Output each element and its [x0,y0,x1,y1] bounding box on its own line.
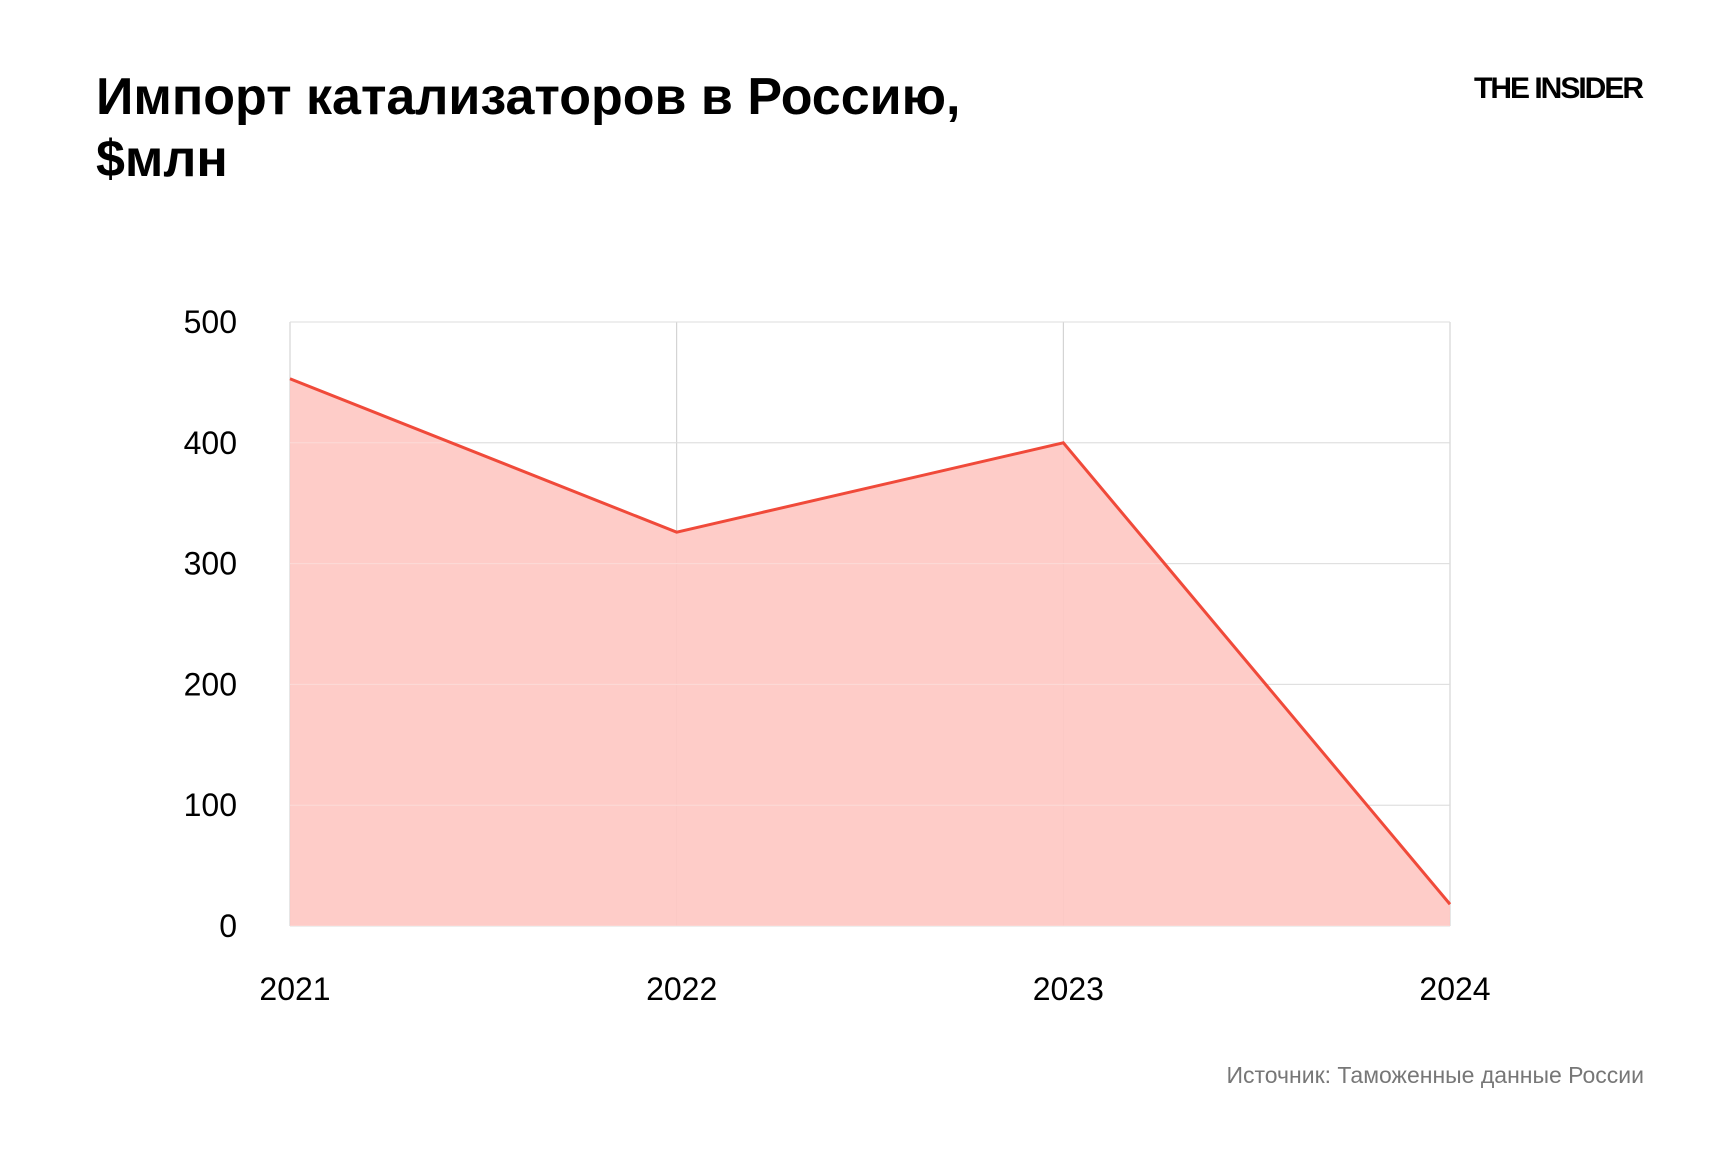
y-tick-label: 200 [184,666,237,702]
y-tick-label: 400 [184,425,237,461]
y-tick-label: 300 [184,546,237,582]
source-note: Источник: Таможенные данные России [1226,1062,1644,1088]
series-line [289,377,1452,906]
x-tick-label: 2021 [259,971,330,1007]
x-tick-label: 2023 [1033,971,1104,1007]
logo: THE INSIDER [1474,72,1644,105]
y-tick-label: 500 [184,304,237,340]
chart-title: Импорт катализаторов в Россию, $млн [96,68,961,188]
area-fill [290,378,1450,926]
x-tick-label: 2022 [646,971,717,1007]
x-tick-label: 2024 [1419,971,1490,1007]
y-tick-label: 100 [184,787,237,823]
y-tick-label: 0 [219,908,237,944]
